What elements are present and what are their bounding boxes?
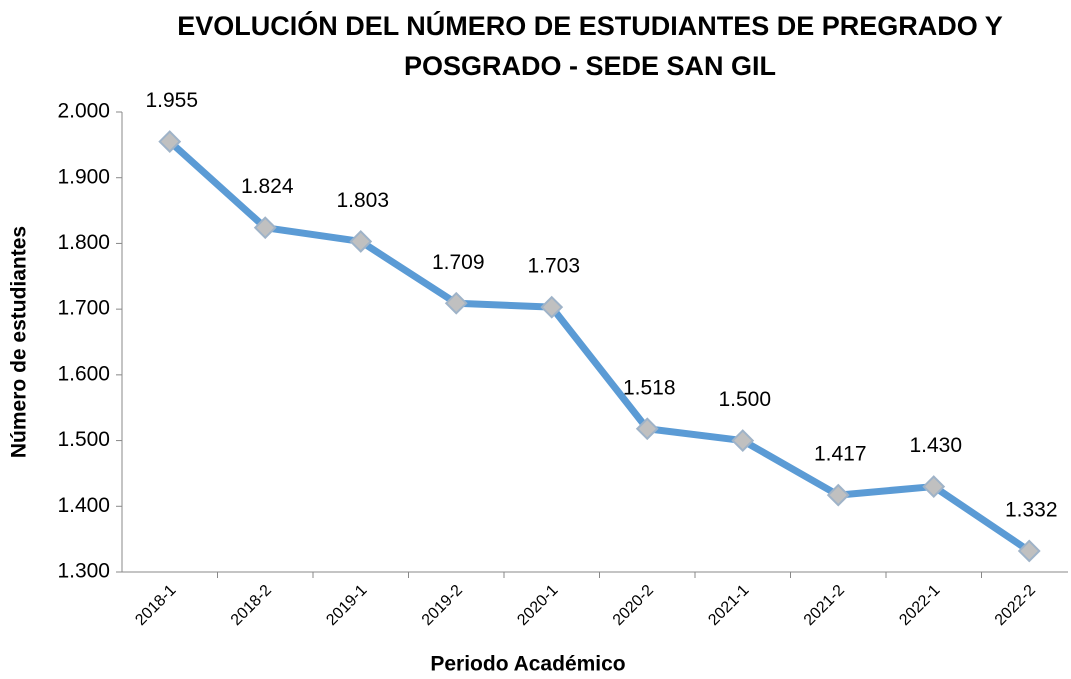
x-axis-title: Periodo Académico	[430, 653, 625, 676]
marker	[826, 483, 850, 507]
y-tick-label: 1.500	[57, 428, 110, 451]
x-tick-label: 2020-2	[610, 582, 657, 629]
data-label: 1.500	[718, 388, 771, 411]
data-label: 1.518	[623, 376, 676, 399]
data-label: 1.430	[909, 434, 962, 457]
x-tick-label: 2019-2	[419, 582, 466, 629]
y-tick-label: 1.300	[57, 560, 110, 583]
marker	[540, 295, 564, 319]
data-label: 1.803	[336, 189, 389, 212]
y-tick-label: 1.900	[57, 165, 110, 188]
x-tick-label: 2018-2	[228, 582, 275, 629]
x-tick-label: 2021-2	[801, 582, 848, 629]
chart-title: POSGRADO - SEDE SAN GIL	[404, 51, 776, 81]
x-tick-label: 2020-1	[514, 582, 561, 629]
y-tick-label: 1.600	[57, 362, 110, 385]
x-tick-label: 2022-2	[992, 582, 1039, 629]
marker	[444, 291, 468, 315]
data-label: 1.417	[814, 443, 867, 466]
data-label: 1.955	[145, 89, 198, 112]
x-tick-label: 2018-1	[132, 582, 179, 629]
y-tick-label: 1.400	[57, 494, 110, 517]
marker	[158, 130, 182, 153]
marker	[731, 429, 755, 452]
y-axis-title: Número de estudiantes	[8, 226, 31, 458]
y-tick-label: 2.000	[57, 100, 110, 123]
marker	[1017, 539, 1041, 563]
x-tick-label: 2021-1	[705, 582, 752, 629]
marker	[635, 417, 659, 441]
data-label: 1.332	[1005, 499, 1058, 522]
marker	[349, 230, 373, 253]
marker	[922, 475, 946, 498]
line	[167, 138, 1032, 554]
data-label: 1.824	[241, 175, 294, 198]
x-tick-label: 2022-1	[896, 582, 943, 629]
data-label: 1.703	[527, 255, 580, 278]
y-tick-label: 1.800	[57, 231, 110, 254]
data-label: 1.709	[432, 251, 485, 274]
marker	[253, 216, 277, 240]
x-tick-label: 2019-1	[323, 582, 370, 629]
chart-title: EVOLUCIÓN DEL NÚMERO DE ESTUDIANTES DE P…	[177, 10, 1003, 41]
y-tick-label: 1.700	[57, 297, 110, 320]
